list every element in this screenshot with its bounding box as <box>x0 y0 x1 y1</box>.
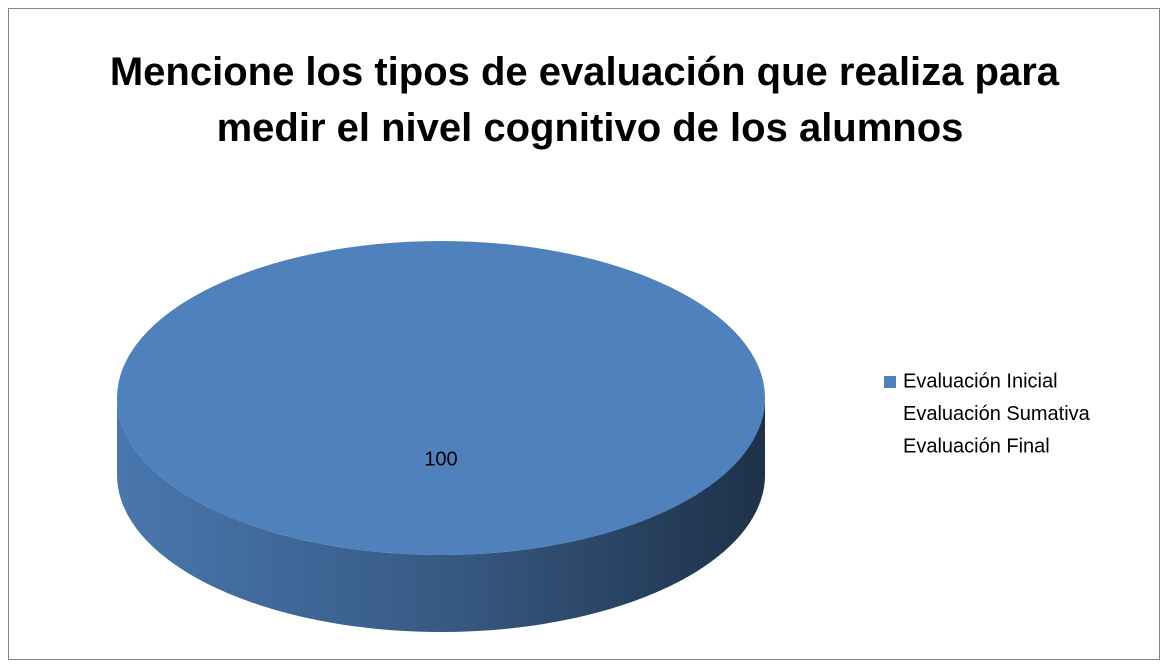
legend-label: Evaluación Sumativa <box>903 403 1091 425</box>
side-shade <box>117 398 765 632</box>
pie-slice <box>117 241 765 555</box>
data-label: 100 <box>424 448 457 470</box>
chart-title: Mencione los tipos de evaluación que rea… <box>110 50 1070 150</box>
legend-label: Evaluación Inicial <box>903 370 1058 392</box>
legend-marker <box>884 376 896 388</box>
legend-label: Evaluación Final <box>903 435 1050 457</box>
